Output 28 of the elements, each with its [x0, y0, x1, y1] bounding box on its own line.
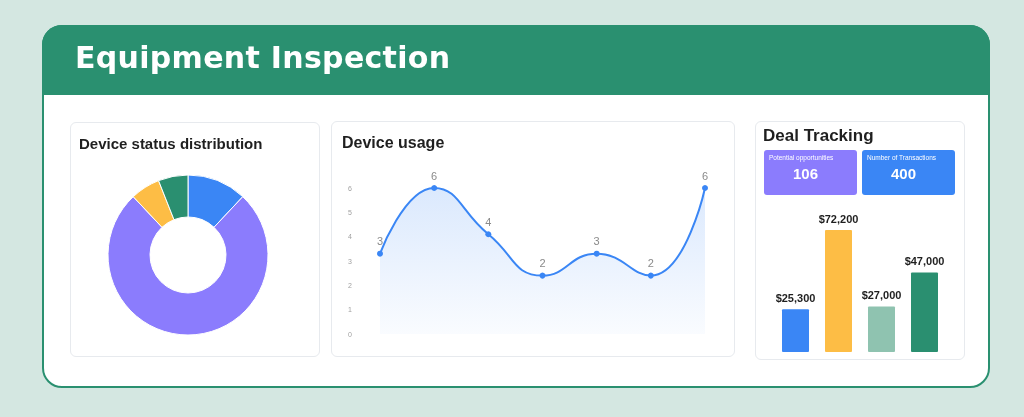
data-label: 6 [701, 169, 709, 182]
text: Equipment Inspection [75, 40, 451, 75]
data-label: $25,300 [775, 291, 816, 304]
point [377, 250, 383, 257]
data-label: $47,000 [904, 255, 945, 268]
chart-title: Device usage [342, 134, 445, 152]
point [647, 272, 654, 279]
data-label: 3 [376, 235, 384, 248]
data-label: $72,200 [818, 212, 859, 225]
point [431, 185, 438, 191]
data-label: 2 [539, 257, 546, 270]
data-label: 3 [593, 235, 600, 248]
point [702, 185, 708, 191]
data-label: 6 [431, 169, 438, 182]
data-label: 106 [792, 165, 819, 182]
chart-title: Device status distribution [79, 135, 263, 152]
data-label: 400 [890, 165, 917, 182]
bar [825, 230, 852, 352]
bar [782, 309, 809, 352]
bar [868, 306, 895, 352]
point [485, 231, 492, 238]
data-label: 2 [647, 257, 654, 270]
data-label: 4 [485, 215, 492, 228]
bar [911, 272, 938, 352]
point [539, 272, 546, 279]
text: Deal Tracking [763, 126, 874, 146]
point [593, 250, 600, 257]
data-label: $27,000 [861, 288, 902, 301]
